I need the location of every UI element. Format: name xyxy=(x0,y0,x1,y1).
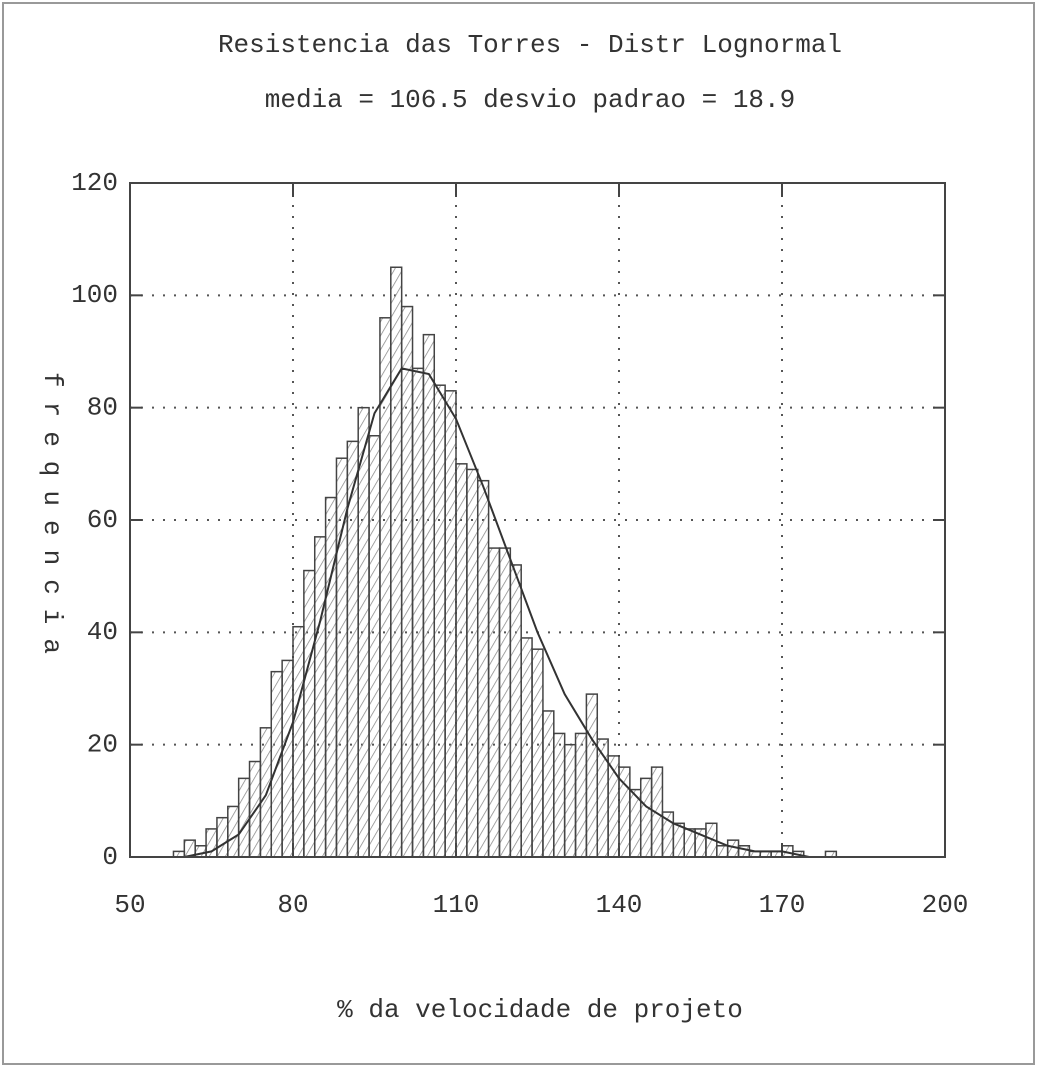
bar xyxy=(237,777,251,858)
plot-frame xyxy=(129,182,946,858)
bar xyxy=(466,468,479,858)
y-axis-label: frequencia xyxy=(37,372,67,668)
y-tick-label: 120 xyxy=(71,168,118,198)
bar xyxy=(368,435,381,858)
bar xyxy=(324,496,338,858)
bar xyxy=(292,625,305,858)
bar xyxy=(313,536,327,858)
x-tick-label: 50 xyxy=(114,890,145,920)
bar xyxy=(716,845,729,858)
y-tick-label: 60 xyxy=(87,505,118,535)
bar xyxy=(520,637,533,858)
bar xyxy=(227,805,240,858)
bar xyxy=(422,333,436,858)
chart-subtitle: media = 106.5 desvio padrao = 18.9 xyxy=(265,85,796,115)
bar xyxy=(444,390,457,858)
x-tick-label: 200 xyxy=(922,890,969,920)
x-tick-label: 80 xyxy=(277,890,308,920)
y-tick-label: 40 xyxy=(87,617,118,647)
fit-curve xyxy=(184,367,837,858)
bar xyxy=(509,564,522,858)
bar xyxy=(542,710,555,858)
bar xyxy=(357,406,370,858)
x-tick-label: 110 xyxy=(433,890,480,920)
bar xyxy=(390,266,403,858)
bar xyxy=(585,693,599,858)
bar xyxy=(487,547,501,858)
bar xyxy=(683,828,696,858)
bar xyxy=(216,816,229,858)
x-axis-label: % da velocidade de projeto xyxy=(337,995,743,1025)
y-axis-label-text: frequencia xyxy=(37,372,67,668)
x-tick-label: 170 xyxy=(759,890,806,920)
y-tick-label: 0 xyxy=(102,842,118,872)
bar xyxy=(574,732,588,858)
bar xyxy=(531,648,544,858)
y-tick-label: 80 xyxy=(87,393,118,423)
bar xyxy=(563,743,577,858)
bar xyxy=(379,317,392,858)
bar xyxy=(455,463,468,858)
x-tick-label: 140 xyxy=(596,890,643,920)
bar xyxy=(476,479,490,858)
bar xyxy=(596,738,609,858)
bar xyxy=(433,384,446,858)
bar xyxy=(498,547,512,858)
bar xyxy=(281,659,294,858)
y-tick-label: 100 xyxy=(71,280,118,310)
bar xyxy=(400,305,414,858)
chart-title: Resistencia das Torres - Distr Lognormal xyxy=(218,30,842,60)
y-tick-label: 20 xyxy=(87,730,118,760)
bar xyxy=(553,732,566,858)
bar xyxy=(303,569,316,858)
bar xyxy=(672,822,685,858)
bar xyxy=(411,367,425,858)
bar xyxy=(639,777,653,858)
